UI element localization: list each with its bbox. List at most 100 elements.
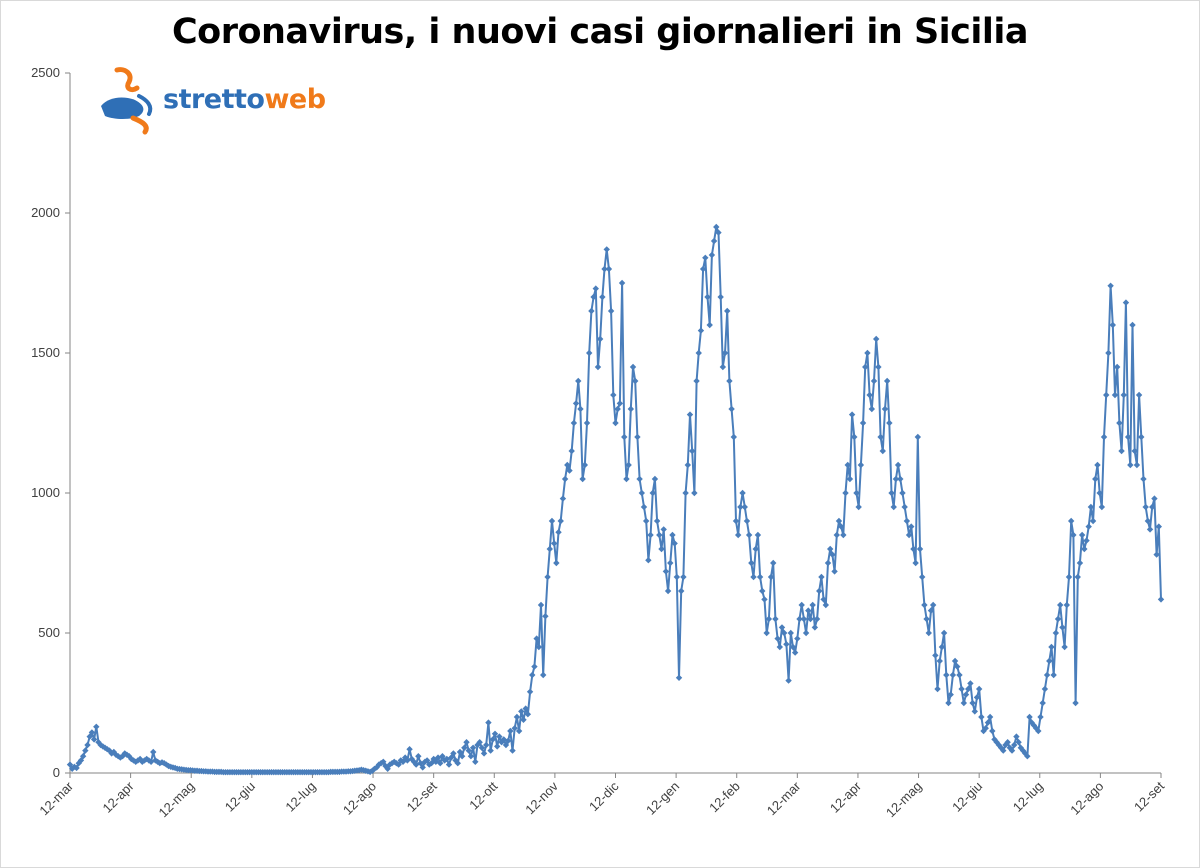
- data-point: [581, 461, 589, 469]
- x-axis: 12-mar 12-apr 12-mag 12-giu 12-lug 12-ago 12-s…: [36, 772, 1167, 821]
- data-point: [840, 531, 847, 539]
- data-point: [787, 629, 794, 637]
- data-point: [640, 503, 648, 511]
- data-point: [417, 760, 424, 767]
- data-point: [851, 433, 858, 441]
- x-tick-label: 12-giu: [222, 779, 258, 815]
- data-point: [897, 475, 904, 483]
- data-point: [594, 363, 602, 371]
- data-point: [1149, 503, 1156, 511]
- data-point: [903, 517, 911, 525]
- data-point: [125, 753, 133, 760]
- data-point: [745, 531, 753, 539]
- data-point: [73, 764, 80, 772]
- data-point: [673, 573, 681, 581]
- data-point: [989, 727, 996, 735]
- sicily-logo-icon: [101, 67, 153, 135]
- data-point: [826, 545, 834, 553]
- data-point: [406, 746, 413, 753]
- data-point: [973, 694, 981, 701]
- data-point: [1061, 643, 1068, 651]
- data-point: [879, 447, 886, 455]
- data-point: [686, 411, 694, 418]
- data-point: [881, 405, 889, 413]
- data-point: [873, 335, 880, 343]
- data-point: [95, 739, 102, 746]
- data-point: [623, 475, 630, 483]
- y-axis: 0 500 1000 1500 2000 2500: [31, 65, 71, 780]
- data-point: [1133, 461, 1141, 469]
- data-point: [373, 764, 380, 771]
- data-point: [75, 760, 82, 767]
- data-point: [875, 363, 882, 371]
- data-point: [1151, 495, 1158, 502]
- data-point: [883, 377, 891, 385]
- data-point: [761, 596, 768, 603]
- data-point: [603, 246, 610, 253]
- data-point: [1043, 671, 1051, 679]
- data-point: [943, 671, 950, 679]
- data-point: [669, 531, 676, 539]
- data-point: [783, 641, 790, 648]
- data-point: [726, 377, 733, 385]
- data-point: [824, 559, 832, 567]
- data-point: [557, 517, 564, 525]
- data-point: [945, 699, 952, 707]
- data-point: [813, 615, 821, 623]
- data-point: [583, 419, 591, 427]
- data-point: [682, 489, 689, 497]
- data-point: [507, 727, 514, 735]
- data-point: [1083, 537, 1090, 544]
- data-point: [763, 629, 770, 637]
- data-point: [647, 531, 654, 539]
- data-point: [653, 517, 661, 525]
- data-point: [693, 377, 700, 385]
- data-point: [800, 615, 808, 623]
- data-point: [522, 705, 529, 712]
- data-point: [445, 761, 453, 768]
- data-point: [743, 517, 751, 525]
- data-point: [399, 758, 407, 765]
- x-tick-label: 12-apr: [100, 778, 138, 816]
- x-tick-label: 12-mar: [764, 778, 804, 818]
- data-point: [380, 758, 387, 765]
- data-point: [401, 754, 409, 761]
- data-point: [691, 489, 698, 497]
- data-point: [1105, 349, 1112, 357]
- data-point: [1144, 517, 1152, 525]
- data-point: [1013, 733, 1020, 740]
- data-point: [1135, 391, 1143, 399]
- data-point: [660, 526, 667, 533]
- data-point: [912, 559, 919, 567]
- data-point: [956, 671, 963, 679]
- x-tick-label: 12-mag: [883, 779, 925, 821]
- data-point: [572, 400, 580, 407]
- data-point: [811, 624, 819, 631]
- data-point: [1107, 282, 1114, 289]
- data-point: [1011, 741, 1018, 749]
- data-point: [553, 559, 560, 567]
- data-point: [1000, 747, 1007, 754]
- data-point: [1054, 615, 1062, 623]
- chart-title: Coronavirus, i nuovi casi giornalieri in…: [171, 12, 1029, 52]
- data-point: [991, 736, 998, 743]
- data-point: [1078, 531, 1086, 539]
- data-point: [1155, 523, 1163, 530]
- data-point: [925, 629, 932, 637]
- data-point: [1039, 699, 1046, 707]
- data-point: [919, 573, 926, 581]
- data-point: [776, 643, 784, 651]
- data-point: [756, 573, 764, 581]
- data-point: [147, 758, 155, 765]
- data-point: [590, 293, 597, 301]
- data-point: [121, 750, 128, 757]
- data-point: [629, 363, 637, 371]
- data-point: [566, 467, 573, 474]
- x-tick-label: 12-gen: [643, 779, 682, 818]
- data-point: [971, 708, 978, 715]
- data-point: [555, 529, 562, 536]
- data-point: [1140, 475, 1147, 483]
- data-point: [577, 405, 584, 413]
- y-tick-label: 500: [38, 625, 60, 640]
- data-point: [90, 736, 98, 743]
